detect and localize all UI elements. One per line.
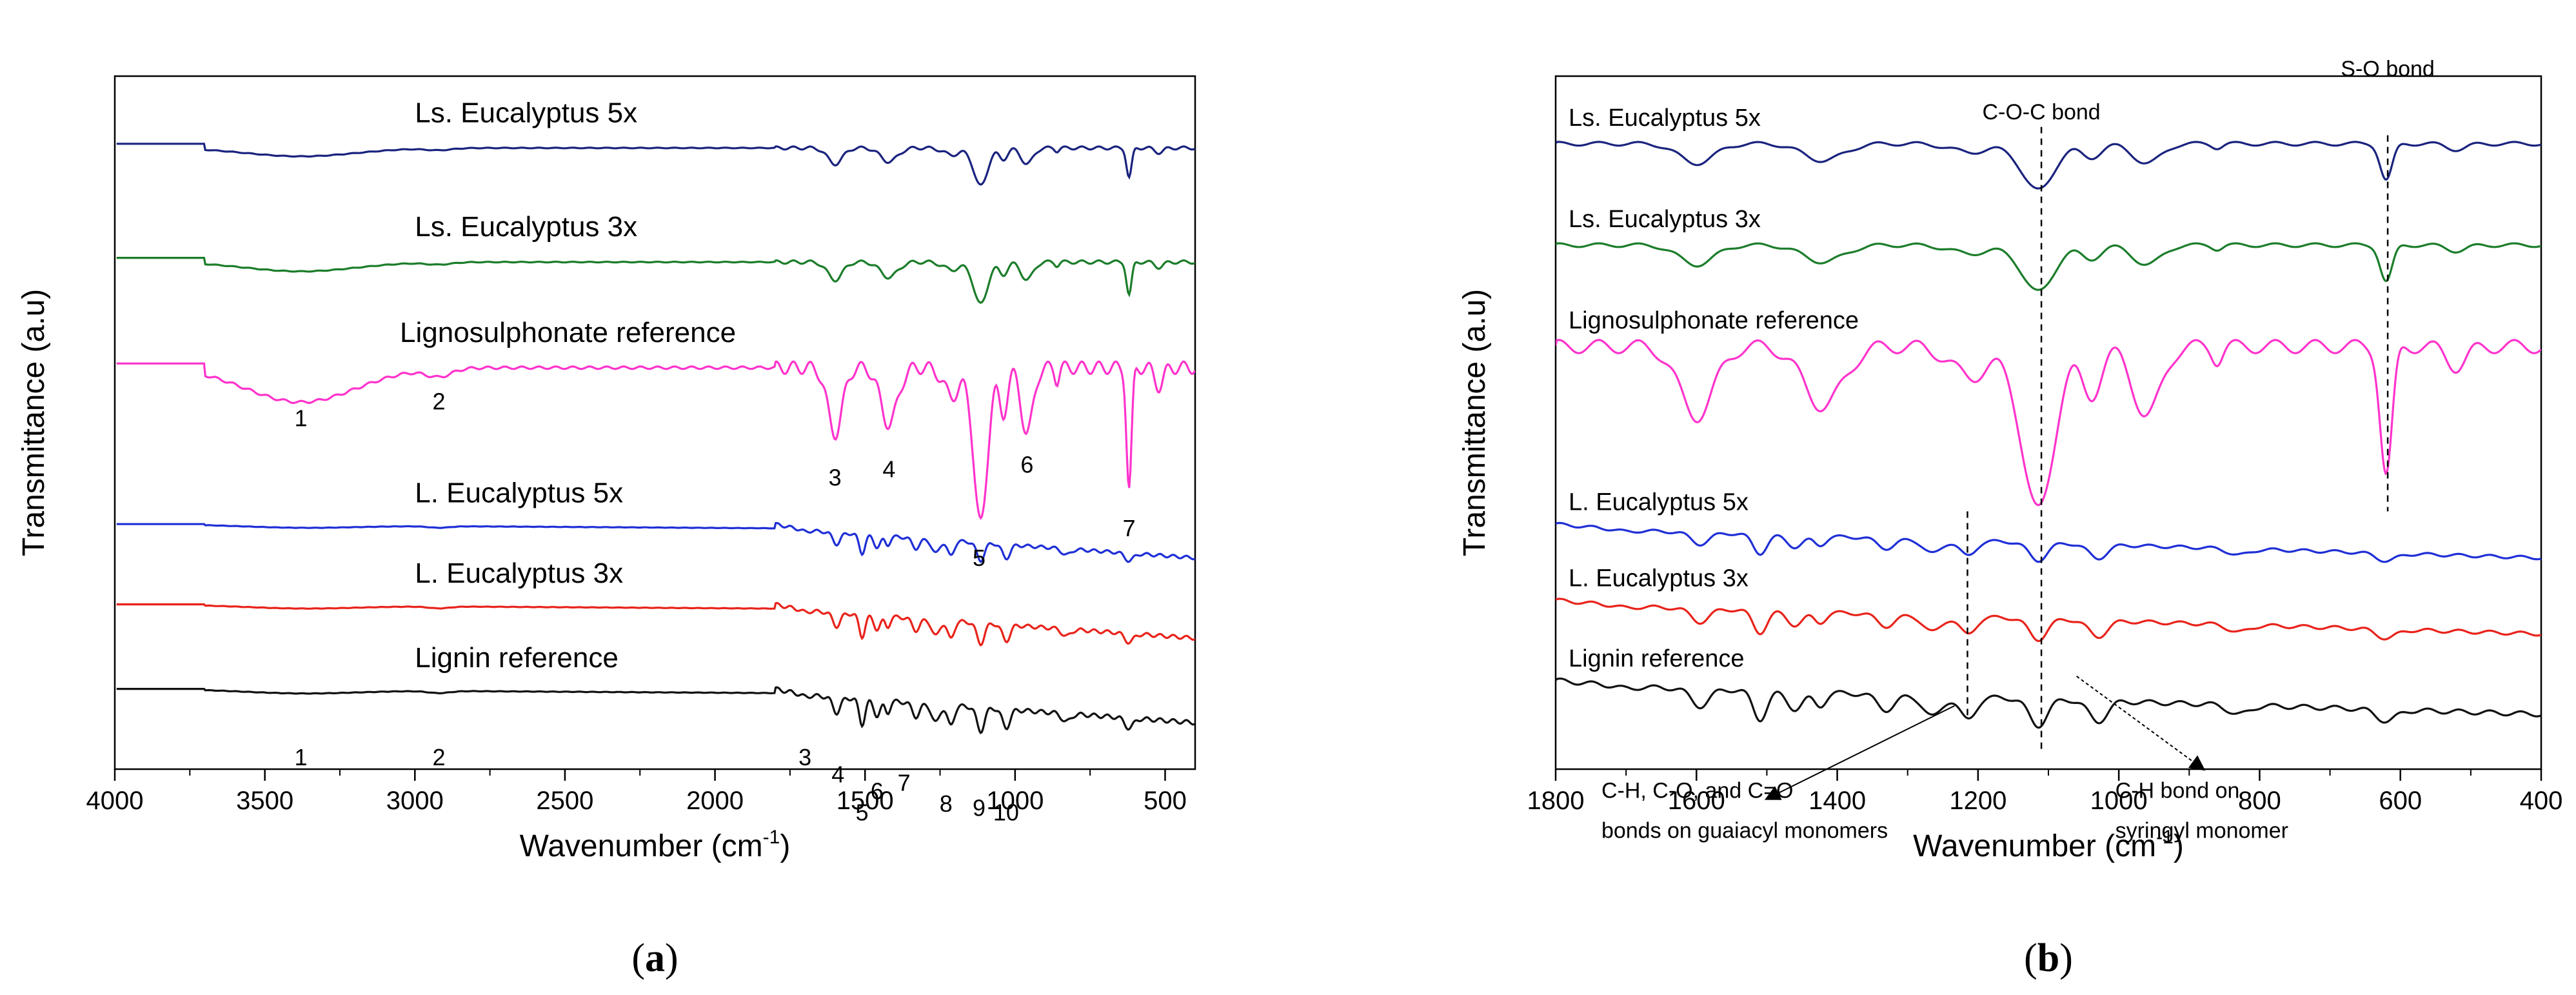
x-axis-label-text: Wavenumber (cm [1913, 829, 2156, 863]
series-label: Ls. Eucalyptus 5x [415, 97, 637, 128]
series-line [1556, 677, 2541, 729]
series-label: L. Eucalyptus 5x [1569, 489, 1749, 516]
x-axis-label-close: ) [2174, 829, 2184, 863]
x-tick-label: 600 [2379, 787, 2422, 815]
series-line [1556, 242, 2541, 291]
peak-number: 7 [1123, 515, 1136, 541]
series-label: Ls. Eucalyptus 5x [1569, 105, 1761, 132]
y-axis-label: Transmittance (a.u) [17, 289, 51, 556]
panel-label-letter: a [645, 936, 665, 980]
x-tick-label: 2500 [536, 787, 593, 815]
peak-number: 4 [882, 456, 895, 482]
series-label: L. Eucalyptus 5x [415, 477, 623, 509]
series-line [1556, 339, 2541, 507]
panel-label-open: ( [2024, 936, 2037, 980]
peak-number: 5 [973, 545, 986, 571]
peak-number: 3 [829, 464, 842, 490]
peak-number: 2 [432, 388, 445, 415]
x-tick-label: 3500 [236, 787, 293, 815]
peak-number: 6 [871, 778, 884, 805]
panel-label: (b) [2024, 936, 2073, 980]
annotation-text: syringyl monomer [2115, 819, 2288, 843]
x-tick-label: 4000 [86, 787, 144, 815]
reference-line-label: C-O-C bond [1982, 100, 2100, 125]
x-axis-label-sup: -1 [763, 827, 780, 848]
series-label: Lignin reference [1569, 645, 1745, 672]
panel-label-close: ) [2059, 936, 2073, 980]
annotation-text: bonds on guaiacyl monomers [1601, 819, 1888, 843]
x-tick-label: 1600 [1668, 787, 1725, 815]
series-line [1556, 521, 2541, 563]
series-line [116, 601, 1195, 647]
series-line [1556, 598, 2541, 643]
peak-number: 6 [1020, 452, 1033, 478]
peak-number: 4 [831, 761, 844, 787]
x-axis-label-close: ) [780, 829, 790, 863]
peak-number: 9 [973, 795, 986, 821]
annotation-text: C-H bond on [2115, 779, 2240, 803]
peak-number: 7 [898, 769, 911, 796]
annotation-text: C-H, C-O, and C=O [1601, 779, 1794, 803]
series-label: Lignosulphonate reference [400, 317, 736, 348]
x-tick-label: 500 [1144, 787, 1187, 815]
series-line [1556, 141, 2541, 190]
peak-number: 5 [856, 799, 869, 825]
series-line [116, 360, 1195, 520]
series-line [116, 257, 1195, 304]
x-axis-label: Wavenumber (cm-1) [520, 827, 791, 863]
peak-number: 10 [993, 799, 1019, 825]
plot-frame [114, 75, 1196, 770]
panel-b: 1800 1600 1400 1200 1000 800 600 400 Wavenumber … [1458, 57, 2562, 980]
x-tick-label: 1400 [1808, 787, 1866, 815]
annotation-arrow [2076, 676, 2206, 771]
x-tick-label: 1000 [986, 787, 1044, 815]
series-label: Ls. Eucalyptus 3x [1569, 206, 1761, 233]
peak-number: 2 [432, 744, 445, 770]
x-tick-label: 1000 [2090, 787, 2148, 815]
series-label: Lignosulphonate reference [1569, 307, 1859, 334]
panel-label-open: ( [631, 936, 645, 980]
reference-line-label: S-O bond [2341, 57, 2435, 81]
peak-number: 1 [294, 744, 307, 770]
panel-label-letter: b [2037, 936, 2059, 980]
x-axis-label: Wavenumber (cm-1) [1913, 827, 2184, 863]
series-label: Ls. Eucalyptus 3x [415, 211, 637, 243]
x-tick-label: 1500 [837, 787, 894, 815]
x-axis-label-text: Wavenumber (cm [520, 829, 763, 863]
series-label: L. Eucalyptus 3x [415, 558, 623, 589]
panel-label-close: ) [665, 936, 679, 980]
series-label: L. Eucalyptus 3x [1569, 565, 1749, 592]
x-tick-label: 400 [2520, 787, 2563, 815]
series-line [116, 521, 1195, 563]
series-line [116, 143, 1195, 186]
series-label: Lignin reference [415, 642, 619, 674]
series-line [116, 686, 1195, 735]
panel-a: 4000 3500 3000 2500 2000 1500 1000 500 Wavenumbe… [17, 75, 1196, 980]
x-tick-label: 2000 [686, 787, 744, 815]
x-tick-label: 3000 [386, 787, 444, 815]
annotation-arrow [1764, 705, 1955, 800]
x-tick-label: 1800 [1527, 787, 1585, 815]
x-tick-label: 800 [2238, 787, 2281, 815]
x-axis-label-sup: -1 [2156, 827, 2174, 848]
panel-label: (a) [631, 936, 678, 980]
peak-number: 1 [294, 405, 307, 432]
y-axis-label: Transmittance (a.u) [1458, 289, 1492, 556]
peak-number: 3 [798, 744, 811, 770]
x-tick-label: 1200 [1949, 787, 2006, 815]
peak-number: 8 [940, 790, 953, 817]
